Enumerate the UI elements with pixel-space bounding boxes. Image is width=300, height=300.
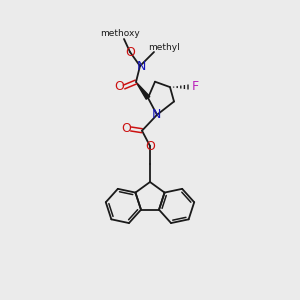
Text: O: O: [145, 140, 155, 152]
Text: N: N: [136, 59, 146, 73]
Text: methyl: methyl: [148, 43, 180, 52]
Text: O: O: [125, 46, 135, 59]
Text: O: O: [121, 122, 131, 136]
Text: methoxy: methoxy: [100, 29, 140, 38]
Text: O: O: [114, 80, 124, 94]
Text: F: F: [191, 80, 199, 94]
Polygon shape: [136, 82, 150, 99]
Text: N: N: [151, 108, 161, 121]
